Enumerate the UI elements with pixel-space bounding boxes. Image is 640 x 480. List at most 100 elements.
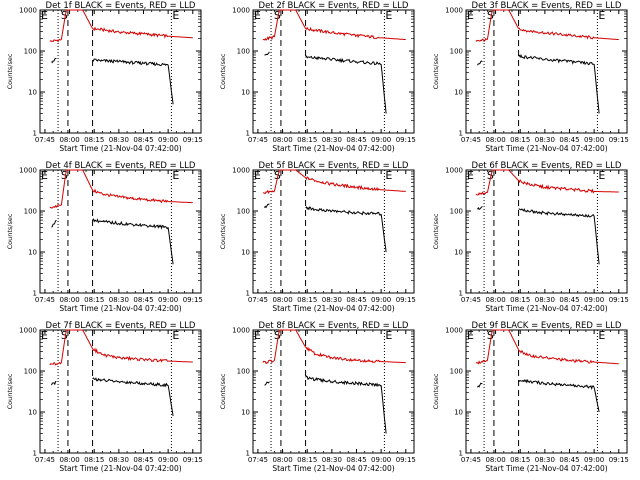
e-start-marker: E [467, 9, 474, 22]
y-tick-label: 10 [454, 409, 463, 417]
detector-panel-9: Det 9f BLACK = Events, RED = LLD 07:45 08:… [426, 320, 639, 480]
x-tick-label: 08:15 [297, 456, 317, 464]
y-tick-label: 1000 [445, 327, 463, 335]
e-end-marker: E [385, 169, 392, 182]
panel-title: Det 1f BLACK = Events, RED = LLD [46, 1, 196, 11]
y-axis-label: Counts/sec [6, 213, 14, 249]
panel-svg: Det 1f BLACK = Events, RED = LLD 07:45 08:… [6, 1, 203, 153]
detector-panel-3: Det 3f BLACK = Events, RED = LLD 07:45 08:… [426, 0, 639, 160]
x-tick-label: 09:15 [183, 456, 203, 464]
y-axis-label: Counts/sec [6, 53, 14, 89]
events-series-line [477, 53, 600, 114]
y-axis-label: Counts/sec [219, 213, 227, 249]
x-tick-label: 07:45 [461, 456, 481, 464]
x-tick-label: 09:15 [183, 296, 203, 304]
y-tick-label: 10 [28, 249, 37, 257]
x-tick-label: 07:45 [35, 296, 55, 304]
detector-panel-1: Det 1f BLACK = Events, RED = LLD 07:45 08:… [0, 0, 213, 160]
y-tick-label: 1000 [19, 7, 37, 15]
e-end-marker: E [385, 329, 392, 342]
y-tick-label: 10 [28, 409, 37, 417]
y-tick-label: 100 [24, 208, 37, 216]
y-tick-label: 1 [246, 130, 250, 138]
y-tick-label: 10 [241, 89, 250, 97]
y-tick-label: 10 [241, 249, 250, 257]
x-tick-label: 08:30 [109, 456, 129, 464]
plot-frame [39, 9, 202, 134]
x-tick-label: 09:00 [584, 136, 604, 144]
lld-series-line [49, 9, 193, 43]
panel-title: Det 9f BLACK = Events, RED = LLD [472, 321, 622, 331]
lld-series-line [475, 329, 619, 365]
x-tick-label: 09:00 [158, 456, 178, 464]
x-axis-label: Start Time (21-Nov-04 07:42:00) [59, 144, 181, 153]
y-axis-label: Counts/sec [432, 373, 440, 409]
x-tick-label: 09:00 [371, 456, 391, 464]
y-tick-label: 100 [450, 368, 463, 376]
x-tick-label: 08:45 [559, 456, 579, 464]
x-tick-label: 08:00 [272, 136, 292, 144]
s-marker: S [274, 329, 281, 342]
x-tick-label: 09:00 [158, 296, 178, 304]
events-series-line [264, 375, 387, 434]
x-axis-label: Start Time (21-Nov-04 07:42:00) [59, 304, 181, 313]
y-tick-label: 1000 [232, 327, 250, 335]
lld-series-line [262, 9, 406, 41]
y-tick-label: 1000 [19, 327, 37, 335]
x-tick-label: 08:00 [485, 136, 505, 144]
x-tick-label: 09:00 [584, 296, 604, 304]
lld-series-line [49, 329, 193, 366]
detector-panel-6: Det 6f BLACK = Events, RED = LLD 07:45 08:… [426, 160, 639, 320]
e-start-marker: E [41, 169, 48, 182]
x-tick-label: 08:00 [59, 456, 79, 464]
x-tick-label: 08:30 [322, 296, 342, 304]
lld-series-line [475, 169, 619, 196]
x-tick-label: 08:15 [297, 136, 317, 144]
events-series-line [51, 218, 174, 265]
lld-series-line [262, 329, 406, 365]
x-tick-label: 09:00 [371, 136, 391, 144]
x-tick-label: 08:15 [84, 296, 104, 304]
y-tick-label: 1000 [445, 167, 463, 175]
y-tick-label: 100 [237, 208, 250, 216]
detector-panel-5: Det 5f BLACK = Events, RED = LLD 07:45 08:… [213, 160, 426, 320]
x-tick-label: 08:15 [510, 296, 530, 304]
panel-title: Det 5f BLACK = Events, RED = LLD [259, 161, 409, 171]
detector-panel-7: Det 7f BLACK = Events, RED = LLD 07:45 08:… [0, 320, 213, 480]
events-series-line [264, 203, 387, 253]
panel-title: Det 3f BLACK = Events, RED = LLD [472, 1, 622, 11]
detector-panel-8: Det 8f BLACK = Events, RED = LLD 07:45 08:… [213, 320, 426, 480]
y-tick-label: 100 [450, 208, 463, 216]
e-start-marker: E [467, 329, 474, 342]
s-marker: S [274, 9, 281, 22]
y-axis-label: Counts/sec [432, 213, 440, 249]
y-axis-label: Counts/sec [432, 53, 440, 89]
events-series-line [264, 51, 387, 114]
y-tick-label: 1 [246, 290, 250, 298]
x-tick-label: 08:15 [84, 136, 104, 144]
e-end-marker: E [172, 329, 179, 342]
x-axis-label: Start Time (21-Nov-04 07:42:00) [485, 144, 607, 153]
x-tick-label: 08:45 [346, 296, 366, 304]
x-tick-label: 08:00 [485, 456, 505, 464]
e-start-marker: E [41, 329, 48, 342]
x-tick-label: 08:45 [346, 136, 366, 144]
e-end-marker: E [598, 9, 605, 22]
x-tick-label: 08:00 [485, 296, 505, 304]
panel-title: Det 4f BLACK = Events, RED = LLD [46, 161, 196, 171]
x-tick-label: 08:00 [272, 456, 292, 464]
x-tick-label: 08:15 [510, 456, 530, 464]
panel-svg: Det 9f BLACK = Events, RED = LLD 07:45 08:… [432, 321, 629, 473]
x-tick-label: 08:15 [297, 296, 317, 304]
y-axis-label: Counts/sec [219, 373, 227, 409]
plot-frame [252, 169, 415, 294]
e-start-marker: E [254, 9, 261, 22]
x-tick-label: 08:00 [59, 296, 79, 304]
x-tick-label: 08:30 [322, 456, 342, 464]
x-tick-label: 09:00 [584, 456, 604, 464]
y-tick-label: 1 [246, 450, 250, 458]
x-tick-label: 09:15 [183, 136, 203, 144]
y-tick-label: 1000 [445, 7, 463, 15]
y-tick-label: 1 [459, 130, 463, 138]
panel-title: Det 8f BLACK = Events, RED = LLD [259, 321, 409, 331]
